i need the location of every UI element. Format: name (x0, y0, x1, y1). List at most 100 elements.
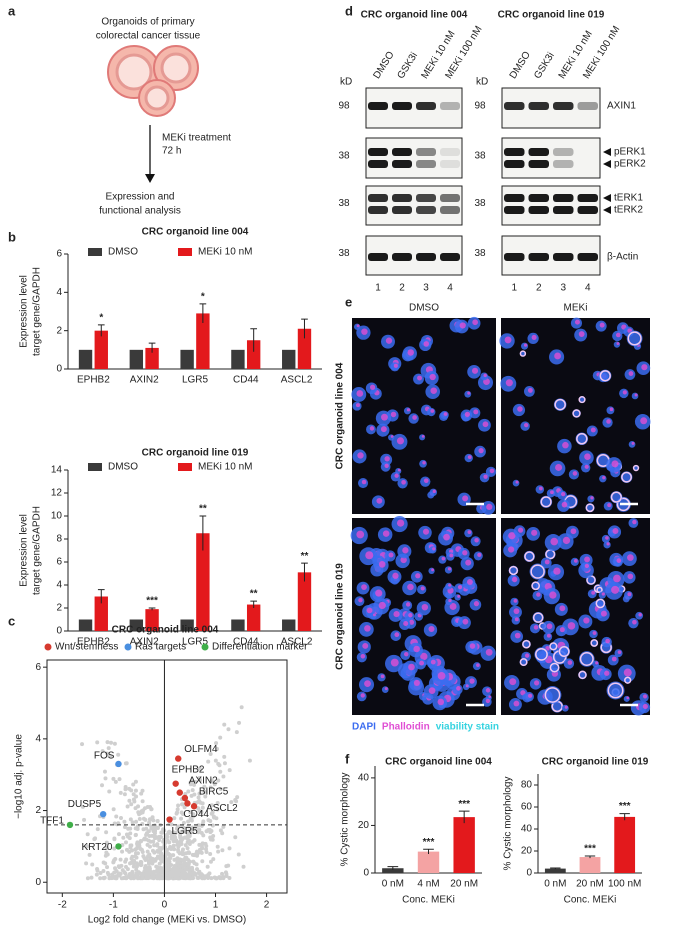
background-point (166, 851, 171, 856)
blot-band (368, 194, 388, 202)
legend-label: DMSO (108, 247, 138, 258)
blot-band (440, 148, 460, 156)
background-point (122, 825, 127, 830)
organoid-core (584, 453, 591, 460)
organoid-core (531, 334, 537, 340)
background-point (164, 872, 169, 877)
organoid-core (515, 480, 519, 484)
organoid-core (488, 695, 492, 699)
background-point (183, 835, 188, 840)
lane-label: DMSO (371, 50, 396, 81)
legend-swatch (44, 643, 52, 651)
bar (282, 619, 296, 631)
arrow-head (145, 174, 155, 183)
organoid-core (430, 659, 436, 665)
organoid-core (364, 680, 371, 688)
bar (94, 596, 108, 631)
background-point (138, 839, 143, 844)
organoid-core (361, 479, 367, 485)
error-bar (423, 848, 434, 854)
bar (579, 857, 601, 873)
background-point (89, 875, 94, 880)
legend-swatch (178, 463, 192, 471)
background-point (168, 831, 173, 836)
organoid-core (527, 387, 533, 393)
x-tick-label: CD44 (233, 637, 259, 648)
organoid-core (534, 680, 540, 686)
background-point (101, 868, 106, 873)
organoid-core (509, 678, 517, 686)
organoid-core (604, 670, 610, 676)
background-point (127, 798, 132, 803)
background-point (186, 789, 191, 794)
blot-band (368, 102, 388, 110)
background-point (209, 811, 214, 816)
blot-band (577, 194, 598, 202)
background-point (216, 849, 221, 854)
organoid-core (549, 591, 557, 599)
bar (382, 868, 404, 873)
background-point (98, 876, 103, 881)
organoid-core (567, 622, 576, 630)
background-point (214, 741, 219, 746)
background-point (186, 858, 191, 863)
background-point (162, 861, 167, 866)
organoid-lumen (576, 433, 588, 445)
organoid-core (430, 387, 438, 395)
significance: ** (199, 504, 207, 515)
background-point (112, 741, 117, 746)
panel-label: f (345, 751, 350, 766)
organoid-lumen (522, 639, 531, 649)
background-point (187, 851, 192, 856)
y-axis-label: target gene/GAPDH (32, 506, 43, 595)
organoid-lumen (524, 551, 535, 562)
organoid-lumen (578, 396, 586, 404)
background-point (192, 792, 197, 797)
background-point (157, 846, 162, 851)
organoid-core (366, 607, 373, 614)
organoid-core (505, 379, 513, 387)
diagram-text: colorectal cancer tissue (96, 31, 201, 42)
x-tick-label: -2 (58, 900, 67, 911)
background-point (134, 873, 139, 878)
organoid-core (430, 409, 435, 413)
organoid-core (632, 619, 637, 625)
organoid-core (553, 567, 561, 575)
background-point (222, 754, 227, 759)
organoid-core (413, 645, 420, 653)
background-point (218, 769, 223, 774)
background-point (134, 794, 139, 799)
background-point (114, 814, 119, 819)
organoid-core (420, 586, 425, 591)
background-point (221, 824, 226, 829)
blot-band (553, 102, 574, 110)
organoid-core (415, 573, 421, 579)
background-point (118, 815, 123, 820)
organoid-core (504, 336, 512, 344)
organoid-core (600, 610, 607, 617)
background-point (112, 846, 117, 851)
background-point (190, 839, 195, 844)
organoid-lumen (535, 647, 548, 661)
kd-label: kD (476, 77, 488, 88)
organoid-core (514, 617, 519, 622)
organoid-core (517, 527, 524, 533)
organoid-core (483, 474, 488, 479)
background-point (139, 847, 144, 852)
background-point (123, 859, 128, 864)
protein-label: tERK2 (614, 205, 643, 216)
blot-band (368, 253, 388, 261)
organoid-core (550, 490, 554, 495)
background-point (98, 870, 103, 875)
blot-frame (501, 185, 601, 226)
organoid-core (632, 519, 637, 525)
organoid-lumen (549, 642, 558, 651)
organoid-core (408, 663, 415, 671)
organoid-core (396, 519, 405, 527)
error-bar (301, 562, 308, 582)
organoid-core (641, 364, 648, 371)
point-label: ASCL2 (206, 803, 238, 814)
organoid-core (527, 693, 533, 698)
y-tick-label: 80 (521, 780, 533, 791)
background-point (169, 862, 174, 867)
